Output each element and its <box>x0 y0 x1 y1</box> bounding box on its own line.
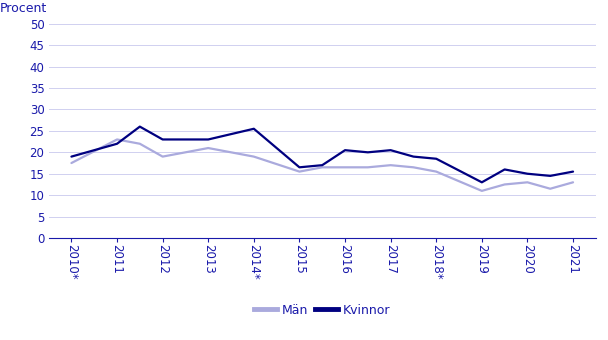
Män <box>342 165 349 169</box>
Män <box>524 180 531 184</box>
Män <box>136 142 143 146</box>
Kvinnor <box>204 137 212 141</box>
Män <box>387 163 394 167</box>
Män <box>319 165 326 169</box>
Kvinnor <box>547 174 554 178</box>
Män <box>159 155 166 159</box>
Legend: Män, Kvinnor: Män, Kvinnor <box>249 299 395 322</box>
Line: Kvinnor: Kvinnor <box>72 126 573 182</box>
Kvinnor <box>136 124 143 129</box>
Kvinnor <box>250 127 258 131</box>
Kvinnor <box>478 180 485 184</box>
Män <box>433 170 440 174</box>
Kvinnor <box>364 150 371 154</box>
Kvinnor <box>501 167 508 171</box>
Män <box>250 155 258 159</box>
Line: Män: Män <box>72 139 573 191</box>
Män <box>67 161 75 165</box>
Kvinnor <box>387 148 394 152</box>
Kvinnor <box>159 137 166 141</box>
Kvinnor <box>319 163 326 167</box>
Kvinnor <box>569 170 576 174</box>
Män <box>569 180 576 184</box>
Män <box>501 182 508 186</box>
Män <box>547 187 554 191</box>
Kvinnor <box>67 155 75 159</box>
Text: Procent: Procent <box>0 2 47 15</box>
Kvinnor <box>342 148 349 152</box>
Kvinnor <box>433 157 440 161</box>
Män <box>364 165 371 169</box>
Kvinnor <box>410 155 417 159</box>
Män <box>410 165 417 169</box>
Kvinnor <box>113 142 120 146</box>
Män <box>478 189 485 193</box>
Kvinnor <box>295 165 303 169</box>
Kvinnor <box>524 172 531 176</box>
Män <box>295 170 303 174</box>
Män <box>113 137 120 141</box>
Män <box>204 146 212 150</box>
